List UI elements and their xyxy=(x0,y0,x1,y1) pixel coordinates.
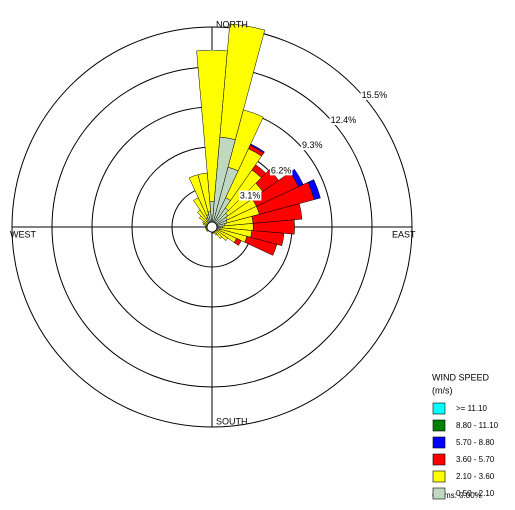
wedge xyxy=(250,230,285,247)
wedge xyxy=(251,203,303,224)
legend-swatch xyxy=(432,470,446,483)
legend-swatch xyxy=(432,487,446,500)
legend-label: 3.60 - 5.70 xyxy=(456,455,495,464)
wedge xyxy=(252,219,295,235)
wedge xyxy=(197,172,211,213)
wedge xyxy=(227,109,264,172)
ring-label: 15.5% xyxy=(362,90,388,100)
legend-swatch xyxy=(432,419,446,432)
labels: NORTH EAST SOUTH WEST WIND SPEED (m/s) C… xyxy=(10,19,490,500)
ring-label-bg xyxy=(238,190,262,201)
legend-units: (m/s) xyxy=(432,385,453,395)
compass-west: WEST xyxy=(10,229,37,239)
legend-label: 5.70 - 8.80 xyxy=(456,438,495,447)
legend-swatch xyxy=(432,453,446,466)
ring-label: 3.1% xyxy=(240,191,261,201)
legend-label: 8.80 - 11.10 xyxy=(456,421,499,430)
legend-label: >= 11.10 xyxy=(456,404,488,413)
ring-label-bg xyxy=(329,115,358,126)
compass-south: SOUTH xyxy=(216,416,248,426)
wedge xyxy=(244,236,278,256)
calm-circle xyxy=(206,221,218,233)
legend: >= 11.10 8.80 - 11.10 5.70 - 8.80 3.60 - 5.… xyxy=(432,402,499,500)
wedge xyxy=(219,23,266,141)
wedge xyxy=(233,238,242,246)
ring-label: 9.3% xyxy=(302,140,323,150)
ring-label: 12.4% xyxy=(331,115,357,125)
calms-label: Calms: 0.00% xyxy=(432,491,482,500)
legend-label: 2.10 - 3.60 xyxy=(456,472,495,481)
legend-title: WIND SPEED xyxy=(432,372,490,382)
compass-east: EAST xyxy=(392,229,416,239)
legend-label: 0.50 - 2.10 xyxy=(456,489,495,498)
wedge xyxy=(249,143,265,154)
ring-label-bg xyxy=(360,89,389,100)
ring-label: 6.2% xyxy=(271,165,292,175)
compass-north: NORTH xyxy=(216,19,248,29)
wedges xyxy=(188,23,321,256)
legend-swatch xyxy=(432,402,446,415)
ring-label-bg xyxy=(269,165,293,176)
wedge xyxy=(307,179,321,200)
legend-swatch xyxy=(432,436,446,449)
ring-label-bg xyxy=(300,140,324,151)
